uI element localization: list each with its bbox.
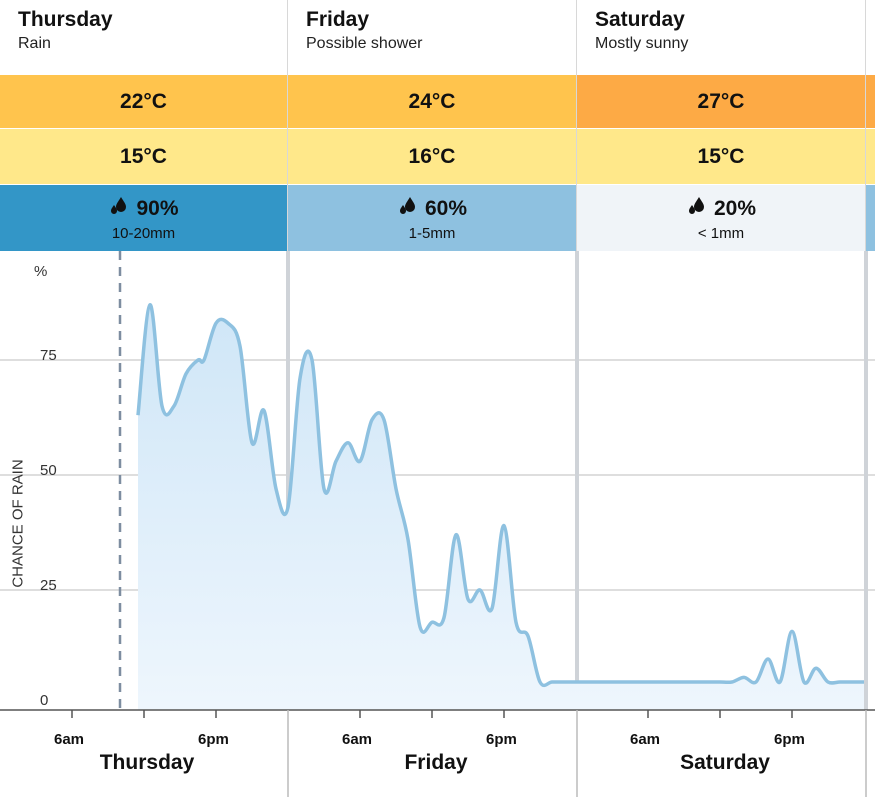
column-divider: [865, 0, 866, 251]
max-temp: 24°C: [288, 75, 576, 128]
max-temp: 27°C: [577, 75, 865, 128]
next-day-column-edge: [866, 75, 875, 251]
x-day-label: Thursday: [99, 751, 195, 774]
day-condition: Rain: [18, 35, 51, 52]
day-header: Friday Possible shower: [288, 0, 576, 75]
day-column-thursday[interactable]: Thursday Rain 22°C 15°C 90% 10-20mm: [0, 0, 287, 251]
y-axis-title: CHANCE OF RAIN: [9, 459, 27, 588]
rain-area: [138, 304, 864, 710]
rain-summary: 60% 1-5mm: [288, 185, 576, 251]
rain-chance: 60%: [424, 196, 468, 220]
rain-amount: < 1mm: [697, 224, 745, 242]
rain-drops-icon: [686, 195, 708, 223]
rain-chance-chart: [0, 251, 875, 797]
rain-line: [136, 303, 864, 688]
x-tick-label: 6pm: [774, 731, 805, 748]
rain-amount: 10-20mm: [111, 224, 176, 242]
rain-summary: 90% 10-20mm: [0, 185, 287, 251]
min-temp: 16°C: [288, 129, 576, 184]
x-tick-label: 6am: [342, 731, 373, 748]
y-tick-label: 25: [40, 577, 57, 594]
day-name: Friday: [306, 8, 370, 31]
day-name: Saturday: [595, 8, 685, 31]
rain-chance: 90%: [136, 196, 179, 220]
y-tick-label: 75: [40, 347, 57, 364]
day-condition: Mostly sunny: [595, 35, 689, 52]
min-temp: 15°C: [577, 129, 865, 184]
x-day-label: Saturday: [680, 751, 770, 774]
rain-drops-icon: [397, 195, 419, 223]
x-day-label: Friday: [404, 751, 468, 774]
x-tick-label: 6am: [630, 731, 661, 748]
min-temp: 15°C: [0, 129, 287, 184]
column-divider: [576, 0, 577, 251]
column-divider: [287, 0, 288, 251]
x-tick-label: 6pm: [198, 731, 229, 748]
day-column-friday[interactable]: Friday Possible shower 24°C 16°C 60% 1-5…: [288, 0, 576, 251]
rain-drops-icon: [108, 195, 130, 223]
day-column-saturday[interactable]: Saturday Mostly sunny 27°C 15°C 20% < 1m…: [577, 0, 865, 251]
day-header: Saturday Mostly sunny: [577, 0, 865, 75]
max-temp: 22°C: [0, 75, 287, 128]
day-header: Thursday Rain: [0, 0, 287, 75]
day-name: Thursday: [18, 8, 113, 31]
rain-chance: 20%: [713, 196, 757, 220]
y-tick-label: 0: [40, 692, 49, 709]
x-tick-label: 6am: [54, 731, 85, 748]
y-tick-label: 50: [40, 462, 57, 479]
rain-amount: 1-5mm: [408, 224, 456, 242]
x-tick-label: 6pm: [486, 731, 517, 748]
rain-summary: 20% < 1mm: [577, 185, 865, 251]
y-unit-label: %: [34, 263, 48, 280]
day-condition: Possible shower: [306, 35, 423, 52]
